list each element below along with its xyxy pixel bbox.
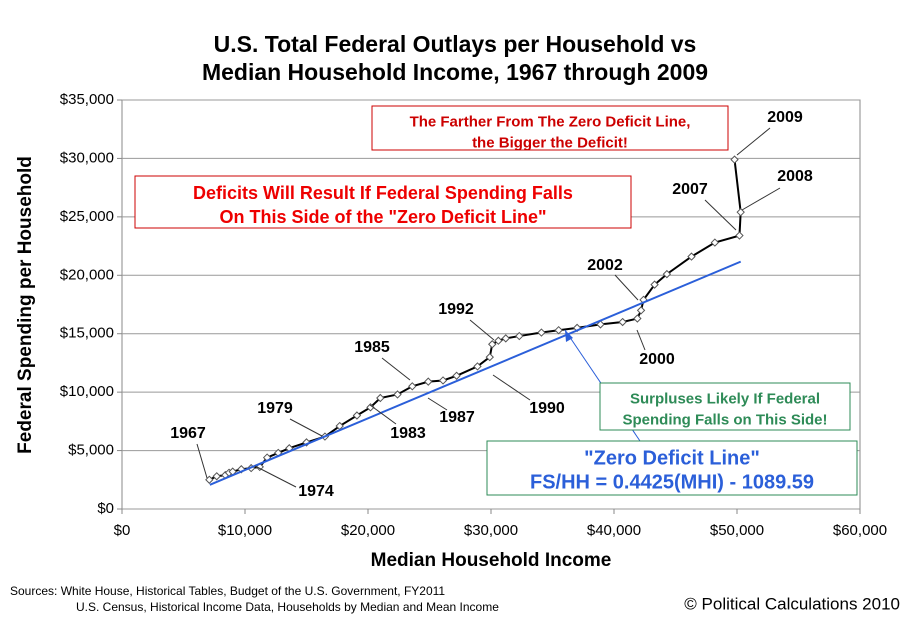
leader-line: [369, 404, 397, 425]
data-point: [424, 377, 433, 386]
y-tick-label: $5,000: [68, 442, 114, 459]
data-point: [736, 207, 745, 217]
leader-line: [381, 357, 411, 381]
data-point: [237, 465, 246, 474]
data-point: [515, 331, 524, 341]
year-label: 2007: [672, 181, 708, 198]
callout-box: [371, 105, 729, 151]
data-point: [393, 390, 402, 399]
data-point: [650, 280, 659, 289]
data-point: [730, 155, 739, 164]
leader-line: [636, 329, 646, 351]
callout-text: Surpluses Likely If Federal: [630, 391, 820, 408]
year-label: 2000: [639, 351, 675, 368]
data-point: [554, 326, 563, 335]
callout-text: the Bigger the Deficit!: [472, 135, 628, 152]
leader-line: [741, 187, 781, 211]
y-tick-label: $25,000: [60, 208, 114, 225]
year-label: 1990: [529, 400, 565, 417]
data-point: [710, 238, 720, 247]
y-tick-label: $15,000: [60, 325, 114, 342]
year-label: 1979: [257, 400, 293, 417]
data-point: [473, 362, 482, 371]
leader-line: [469, 319, 495, 341]
callout-text: On This Side of the "Zero Deficit Line": [219, 207, 546, 227]
data-point: [596, 320, 605, 329]
x-axis-label: Median Household Income: [371, 550, 612, 571]
leader-line: [254, 465, 297, 488]
credit: © Political Calculations 2010: [684, 594, 900, 613]
data-point: [494, 336, 503, 345]
x-tick-label: $10,000: [218, 522, 272, 539]
data-point: [438, 376, 448, 385]
x-tick-label: $40,000: [587, 522, 641, 539]
year-label: 1983: [390, 425, 426, 442]
callout-box: [134, 175, 632, 229]
callout-box: [599, 382, 851, 431]
data-point: [452, 371, 461, 380]
year-label: 1974: [298, 483, 334, 500]
chart-title: U.S. Total Federal Outlays per Household…: [214, 31, 697, 57]
data-point: [408, 382, 417, 391]
x-tick-label: $30,000: [464, 522, 518, 539]
leader-line: [196, 443, 208, 479]
year-label: 2002: [587, 257, 623, 274]
y-axis-label: Federal Spending per Household: [15, 156, 36, 454]
data-point: [376, 393, 385, 403]
y-tick-label: $0: [97, 500, 114, 517]
data-point: [636, 306, 646, 315]
year-label: 1987: [439, 409, 475, 426]
callout-text: The Farther From The Zero Deficit Line,: [410, 114, 691, 131]
data-point: [537, 328, 546, 337]
leader-line: [704, 199, 737, 231]
data-point: [485, 352, 494, 362]
year-label: 2009: [767, 109, 803, 126]
x-tick-label: $20,000: [341, 522, 395, 539]
x-tick-label: $60,000: [833, 522, 887, 539]
zero-deficit-line: [209, 260, 742, 486]
x-tick-label: $0: [114, 522, 131, 539]
x-tick-label: $50,000: [710, 522, 764, 539]
leader-line: [614, 274, 639, 301]
data-point: [662, 269, 672, 279]
data-point: [366, 403, 375, 412]
y-tick-label: $20,000: [60, 266, 114, 283]
y-tick-label: $10,000: [60, 383, 114, 400]
data-point: [488, 340, 497, 349]
data-point: [735, 231, 744, 240]
leader-line: [736, 127, 771, 156]
year-label: 1985: [354, 339, 390, 356]
data-point: [212, 472, 221, 481]
data-point: [501, 334, 510, 343]
data-point: [687, 252, 696, 261]
data-point: [205, 475, 214, 484]
leader-line: [427, 397, 448, 411]
year-label: 1992: [438, 301, 474, 318]
data-point: [618, 317, 627, 327]
source-text: U.S. Census, Historical Income Data, Hou…: [76, 600, 499, 614]
year-label: 2008: [777, 168, 813, 185]
callout-text: FS/HH = 0.4425(MHI) - 1089.59: [530, 472, 814, 494]
pointer-head: [565, 330, 573, 342]
source-text: Sources: White House, Historical Tables,…: [10, 584, 445, 598]
leader-line: [492, 374, 531, 401]
callout-text: Spending Falls on This Side!: [622, 412, 827, 429]
data-point: [352, 411, 362, 420]
callout-text: "Zero Deficit Line": [584, 448, 760, 470]
data-point: [633, 314, 642, 323]
leader-line: [289, 418, 323, 437]
callout-box: [486, 440, 858, 496]
y-tick-label: $30,000: [60, 149, 114, 166]
y-tick-label: $35,000: [60, 91, 114, 108]
callout-text: Deficits Will Result If Federal Spending…: [193, 183, 573, 203]
year-label: 1967: [170, 425, 206, 442]
chart-title: Median Household Income, 1967 through 20…: [202, 59, 708, 85]
